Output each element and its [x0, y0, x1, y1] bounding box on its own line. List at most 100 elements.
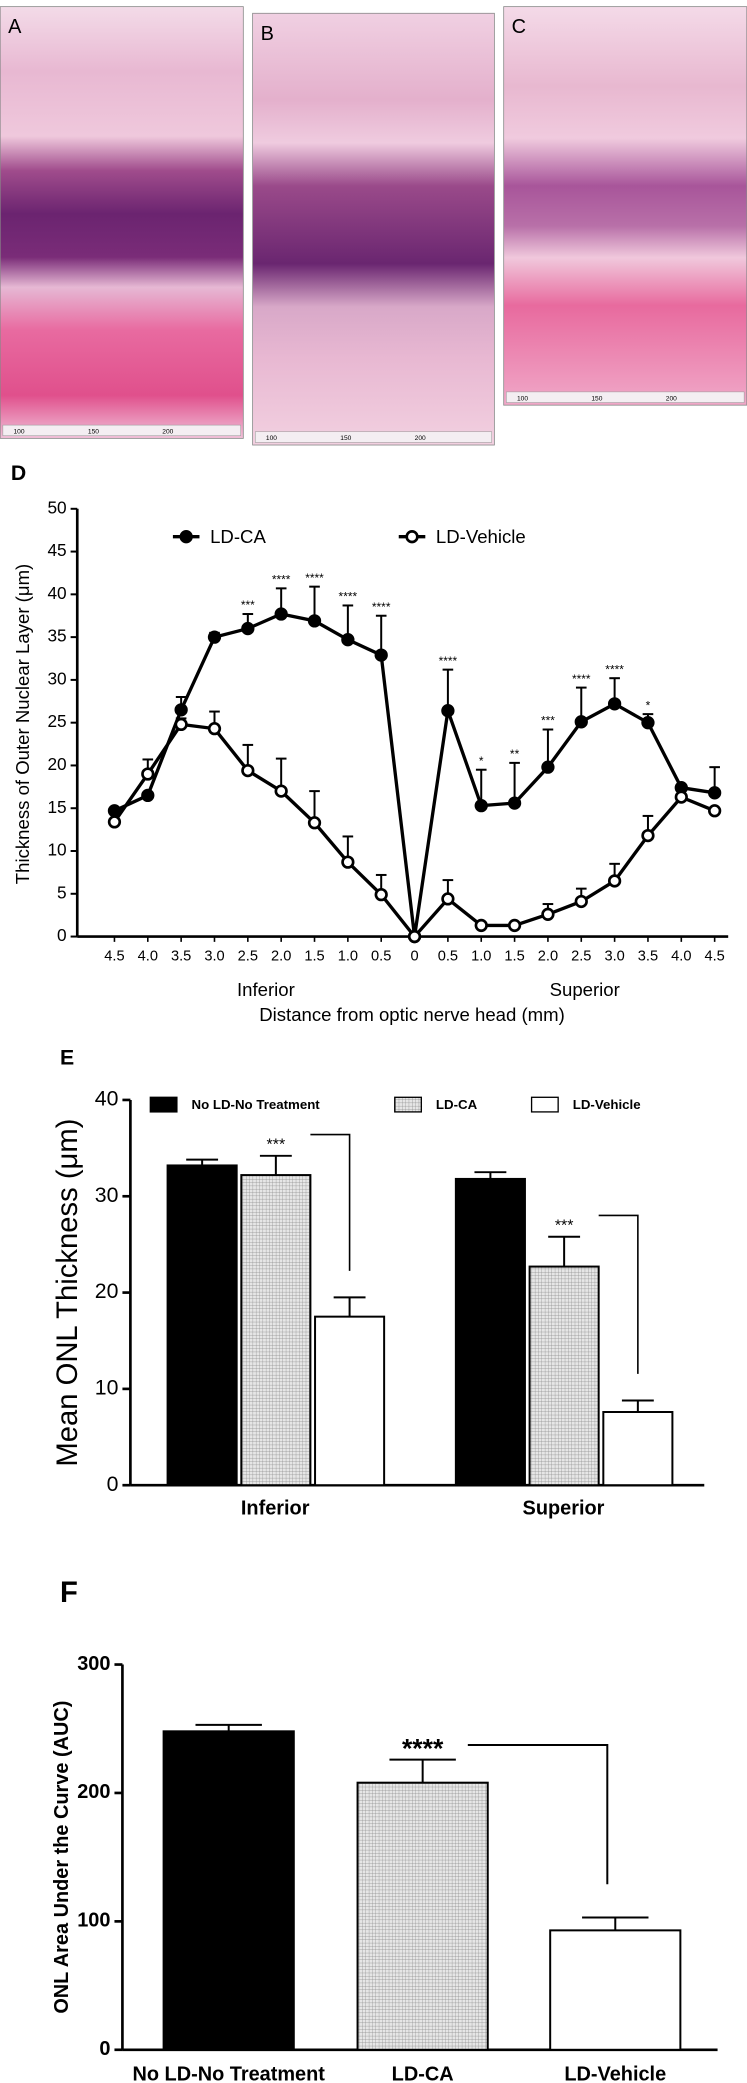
error-bar [389, 1758, 456, 1783]
data-point [474, 799, 488, 813]
y-tick-label: 25 [47, 711, 66, 731]
series-line [113, 722, 716, 940]
scale-label: 200 [162, 428, 173, 435]
data-point [307, 816, 322, 830]
y-tick-label: 300 [77, 1653, 110, 1675]
data-point [274, 607, 288, 621]
x-tick-label: 1.0 [338, 948, 358, 964]
significance-label: ** [510, 747, 520, 761]
data-point [174, 717, 188, 732]
scale-label: 150 [340, 435, 351, 442]
legend-marker [405, 530, 419, 544]
data-point [507, 796, 522, 810]
data-point [241, 763, 255, 778]
data-point [307, 614, 322, 628]
y-tick-label: 0 [57, 925, 67, 945]
data-point [541, 907, 555, 921]
x-tick-label: 1.0 [471, 948, 491, 964]
bar [602, 1411, 674, 1487]
x-tick-label: 0 [410, 948, 418, 964]
significance-label: *** [267, 1136, 286, 1153]
legend-swatch [530, 1096, 559, 1113]
data-point [174, 703, 188, 717]
x-tick-label: 2.0 [538, 948, 558, 964]
y-tick-label: 15 [47, 797, 66, 817]
significance-label: *** [541, 714, 555, 728]
x-tick-label: Superior [523, 1497, 605, 1519]
error-bar [474, 1171, 507, 1179]
error-bar [186, 1158, 219, 1166]
histology-panels [0, 6, 747, 446]
data-point [207, 722, 222, 736]
y-axis-label: Mean ONL Thickness (μm) [52, 1119, 84, 1467]
series-line [113, 612, 715, 937]
legend-label: LD-Vehicle [436, 526, 526, 547]
data-point [341, 633, 355, 647]
bar [356, 1781, 489, 2051]
y-tick-label: 35 [47, 626, 66, 646]
data-point [641, 716, 655, 730]
panel-label: A [8, 16, 22, 38]
panel-label: E [60, 1045, 74, 1069]
scale-label: 150 [88, 428, 99, 435]
y-tick-label: 200 [77, 1781, 110, 1803]
scale-label: 100 [13, 428, 24, 435]
y-tick-label: 30 [95, 1183, 119, 1207]
histology-image [503, 6, 747, 406]
y-tick-label: 40 [47, 583, 66, 603]
legend-swatch [394, 1096, 422, 1113]
data-point [274, 784, 288, 798]
data-point [474, 918, 488, 933]
data-point [674, 790, 688, 804]
scale-label: 100 [517, 395, 528, 402]
significance-label: **** [305, 571, 324, 585]
legend-label: LD-Vehicle [573, 1097, 641, 1112]
data-point [107, 815, 122, 829]
y-axis-label: Thickness of Outer Nuclear Layer (μm) [12, 564, 33, 884]
scale-label: 150 [591, 395, 602, 402]
x-tick-label: 3.0 [204, 948, 224, 964]
legend-label: LD-CA [210, 526, 266, 547]
error-bar [621, 1399, 654, 1413]
data-point [507, 918, 522, 933]
significance-label: * [479, 754, 484, 768]
significance-label: **** [339, 590, 358, 604]
scale-label: 200 [666, 395, 677, 402]
significance-label: **** [372, 600, 391, 614]
bar [454, 1177, 526, 1487]
x-tick-label: 2.5 [238, 948, 258, 964]
bar [549, 1929, 682, 2051]
x-tick-label: 1.5 [504, 948, 524, 964]
scale-bar [2, 424, 241, 436]
significance-label: **** [439, 654, 458, 668]
histology-image [0, 6, 244, 439]
x-tick-label: 4.0 [138, 948, 158, 964]
x-tick-label: No LD-No Treatment [132, 2063, 325, 2083]
legend-label: No LD-No Treatment [192, 1097, 321, 1112]
error-bar [442, 668, 454, 711]
legend-label: LD-CA [436, 1097, 478, 1112]
panel-label: C [512, 16, 526, 38]
data-point [341, 855, 355, 869]
error-bar [548, 1235, 581, 1267]
x-tick-label: 1.5 [304, 948, 324, 964]
significance-label: *** [241, 598, 255, 612]
data-point [407, 929, 422, 944]
x-tick-label: LD-Vehicle [564, 2063, 666, 2083]
bar [314, 1315, 386, 1487]
histology-image [252, 12, 495, 446]
y-tick-label: 10 [47, 840, 66, 860]
error-bar [333, 1296, 366, 1317]
data-point [441, 704, 455, 718]
legend-swatch [149, 1096, 178, 1113]
data-point [141, 788, 155, 803]
x-tick-label: 3.0 [604, 948, 624, 964]
data-point [574, 715, 588, 729]
y-tick-label: 30 [47, 668, 66, 688]
error-bar [509, 761, 520, 804]
data-point [708, 786, 722, 800]
x-tick-label: Inferior [241, 1497, 310, 1519]
data-point [607, 697, 622, 711]
